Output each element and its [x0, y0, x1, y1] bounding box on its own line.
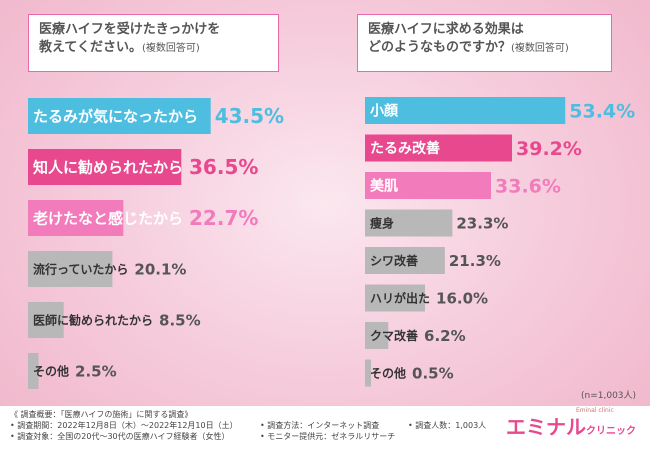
bar-0-1: [28, 149, 182, 185]
bar-label-1-1: たるみ改善: [370, 140, 440, 157]
survey-count: • 調査人数：1,003人: [408, 421, 487, 430]
bar-label-0-3: 流行っていたから: [33, 261, 128, 276]
eminal-clinic-logo: エミナルクリニック Eminal clinic: [506, 407, 636, 440]
bar-0-2: [28, 200, 124, 236]
left-question-note: (複数回答可): [141, 42, 200, 54]
survey-method: • 調査方法：インターネット調査: [260, 421, 380, 430]
bar-label-1-4: シワ改善: [370, 253, 418, 268]
bar-1-4: [365, 247, 445, 274]
bar-label-0-1: 知人に勧められたから: [33, 158, 183, 176]
survey-target: • 調査対象：全国の20代〜30代の医療ハイフ経験者（女性）: [10, 432, 230, 441]
bar-value-1-7: 0.5%: [412, 364, 454, 382]
survey-footer: 《 調査概要：「医療ハイフの施術」に関する調査》 • 調査期間：2022年12月…: [0, 406, 650, 450]
survey-monitor: • モニター提供元：ゼネラルリサーチ: [260, 432, 396, 441]
bar-charts: たるみが気になったから 43.5% 知人に勧められたから 36.5% 老けたなと感じたか…: [28, 97, 635, 389]
bar-value-1-3: 23.3%: [456, 214, 508, 232]
bar-label-1-6: クマ改善: [370, 328, 418, 343]
bar-0-3: [28, 251, 113, 287]
right-question-note: (複数回答可): [511, 42, 569, 54]
bar-0-4: [28, 302, 64, 338]
bar-value-1-4: 21.3%: [449, 252, 501, 270]
bar-label-1-5: ハリが出た: [370, 290, 430, 305]
survey-period: • 調査期間：2022年12月8日（木）〜2022年12月10日（土）: [10, 421, 238, 430]
bar-label-1-0: 小顔: [370, 103, 399, 120]
bar-value-0-3: 20.1%: [134, 260, 186, 278]
bar-1-3: [365, 209, 453, 237]
left-question-box: 医療ハイフを受けたきっかけを 教えてください。(複数回答可): [28, 14, 279, 72]
left-question-line1: 医療ハイフを受けたきっかけを: [39, 22, 221, 37]
bar-value-1-5: 16.0%: [436, 289, 488, 307]
right-question-line2: どのようなものですか？: [368, 39, 512, 55]
bar-value-0-0: 43.5%: [215, 104, 284, 128]
bar-label-1-3: 痩身: [370, 215, 394, 230]
bar-1-6: [365, 322, 389, 349]
bar-value-1-2: 33.6%: [495, 175, 561, 197]
bar-value-0-2: 22.7%: [189, 206, 258, 230]
bar-1-7: [365, 359, 371, 387]
logo-brand: エミナル: [506, 415, 586, 439]
bar-0-5: [28, 353, 39, 389]
left-question-line2: 教えてください。: [39, 39, 142, 55]
bar-1-0: [365, 97, 566, 124]
bar-label-0-4: 医師に勧められたから: [33, 312, 153, 327]
bar-1-1: [365, 134, 512, 162]
logo-brand-sub: クリニック: [586, 426, 636, 437]
bar-value-0-1: 36.5%: [189, 155, 258, 179]
right-question-box: 医療ハイフに求める効果は どのようなものですか？(複数回答可): [357, 14, 612, 72]
bar-value-1-6: 6.2%: [424, 327, 466, 345]
bar-1-5: [365, 284, 425, 312]
logo-tagline: Eminal clinic: [576, 407, 614, 414]
bar-label-0-2: 老けたなと感じたから: [32, 209, 183, 227]
sample-size-note: (n=1,003人): [581, 391, 637, 401]
bar-1-2: [365, 172, 491, 199]
bar-value-1-0: 53.4%: [569, 100, 635, 122]
bar-0-0: [28, 98, 211, 134]
bar-label-1-2: 美肌: [370, 178, 398, 195]
bar-label-1-7: その他: [370, 365, 406, 380]
bar-value-1-1: 39.2%: [516, 138, 582, 160]
bar-label-0-5: その他: [33, 363, 69, 378]
survey-summary: 《 調査概要：「医療ハイフの施術」に関する調査》: [10, 410, 193, 419]
right-question-line1: 医療ハイフに求める効果は: [368, 22, 524, 37]
bar-value-0-4: 8.5%: [159, 311, 201, 329]
bar-value-0-5: 2.5%: [75, 362, 117, 380]
bar-label-0-0: たるみが気になったから: [33, 107, 198, 125]
